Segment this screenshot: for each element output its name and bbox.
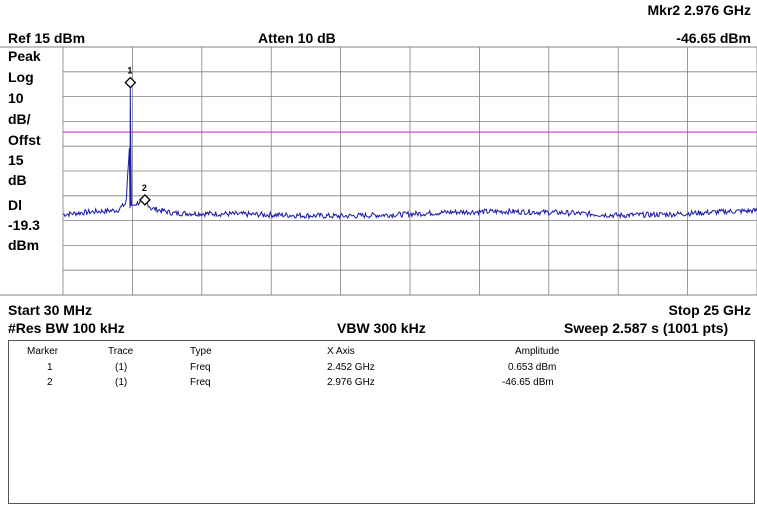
stop-frequency-label: Stop 25 GHz [668,302,751,318]
trace-line [62,82,757,220]
marker-readout-amplitude: -46.65 dBm [676,30,751,46]
table-row-2-marker: 2 [47,377,53,388]
marker-table: Marker Trace Type X Axis Amplitude 1 (1)… [8,340,755,504]
marker-2-diamond [138,193,151,206]
table-row-2-trace: (1) [115,377,128,388]
table-row-1-type: Freq [190,362,211,373]
side-label-offset-unit: dB [8,172,27,188]
graticule [0,46,757,296]
video-bandwidth-label: VBW 300 kHz [337,320,426,336]
marker-1-label: 1 [127,66,132,76]
side-label-offset: Offst [8,132,41,148]
marker-1-diamond [124,76,137,89]
start-frequency-label: Start 30 MHz [8,302,93,318]
column-header-type: Type [190,346,212,357]
table-row-2-type: Freq [190,377,211,388]
column-header-trace: Trace [108,346,134,357]
attenuation-label: Atten 10 dB [258,30,336,46]
table-row-1-x-axis: 2.452 GHz [327,362,375,373]
side-label-log: Log [8,69,34,85]
table-row-1-marker: 1 [47,362,53,373]
marker-readout-frequency: Mkr2 2.976 GHz [647,2,752,18]
column-header-x-axis: X Axis [327,346,355,357]
side-label-display-line-value: -19.3 [8,217,40,233]
side-label-peak: Peak [8,48,41,64]
reference-level-label: Ref 15 dBm [8,30,86,46]
marker-2-label: 2 [142,183,147,193]
spectrum-plot: 12 [0,46,757,296]
side-label-display-line-unit: dBm [8,237,40,253]
table-row-2-amplitude: -46.65 dBm [502,377,554,388]
resolution-bandwidth-label: #Res BW 100 kHz [8,320,125,336]
table-row-1-trace: (1) [115,362,128,373]
side-label-offset-value: 15 [8,152,24,168]
side-label-scale-value: 10 [8,90,24,106]
table-row-1-amplitude: 0.653 dBm [508,362,557,373]
table-row-2-x-axis: 2.976 GHz [327,377,375,388]
side-label-scale-unit: dB/ [8,111,31,127]
side-label-display-line: Dl [8,197,22,213]
column-header-marker: Marker [27,346,59,357]
column-header-amplitude: Amplitude [515,346,560,357]
sweep-time-label: Sweep 2.587 s (1001 pts) [564,320,729,336]
